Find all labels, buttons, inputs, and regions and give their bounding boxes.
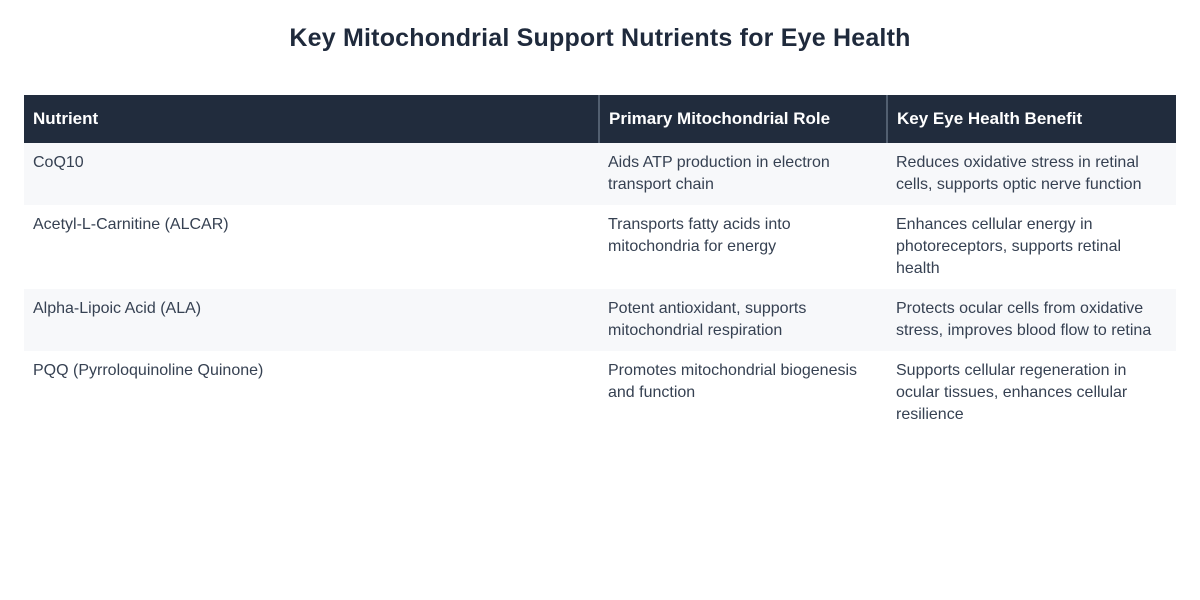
cell-benefit: Enhances cellular energy in photorecepto…	[896, 216, 1122, 277]
column-header-benefit: Key Eye Health Benefit	[886, 95, 1176, 143]
column-header-role: Primary Mitochondrial Role	[598, 95, 887, 143]
cell-role: Transports fatty acids into mitochondria…	[608, 216, 791, 255]
table-row: CoQ10 Aids ATP production in electron tr…	[24, 143, 1176, 205]
cell-role: Potent antioxidant, supports mitochondri…	[608, 300, 807, 339]
cell-role: Aids ATP production in electron transpor…	[608, 154, 830, 193]
table-row: Alpha-Lipoic Acid (ALA) Potent antioxida…	[24, 289, 1176, 351]
nutrients-table-container: Nutrient Primary Mitochondrial Role Key …	[24, 95, 1176, 435]
page-title: Key Mitochondrial Support Nutrients for …	[289, 24, 911, 52]
column-header-nutrient: Nutrient	[24, 95, 599, 143]
cell-benefit: Reduces oxidative stress in retinal cell…	[896, 154, 1142, 193]
cell-benefit: Protects ocular cells from oxidative str…	[896, 300, 1152, 339]
table-row: Acetyl-L-Carnitine (ALCAR) Transports fa…	[24, 205, 1176, 289]
cell-role: Promotes mitochondrial biogenesis and fu…	[608, 362, 858, 401]
cell-nutrient: Acetyl-L-Carnitine (ALCAR)	[33, 216, 229, 233]
table-header: Nutrient Primary Mitochondrial Role Key …	[24, 95, 1176, 143]
cell-nutrient: Alpha-Lipoic Acid (ALA)	[33, 300, 202, 317]
table-row: PQQ (Pyrroloquinoline Quinone) Promotes …	[24, 351, 1176, 435]
table-body: CoQ10 Aids ATP production in electron tr…	[24, 143, 1176, 435]
nutrients-table: Nutrient Primary Mitochondrial Role Key …	[24, 95, 1176, 435]
cell-benefit: Supports cellular regeneration in ocular…	[896, 362, 1128, 423]
cell-nutrient: PQQ (Pyrroloquinoline Quinone)	[33, 362, 264, 379]
cell-nutrient: CoQ10	[33, 154, 84, 171]
header-row: Nutrient Primary Mitochondrial Role Key …	[24, 95, 1176, 143]
